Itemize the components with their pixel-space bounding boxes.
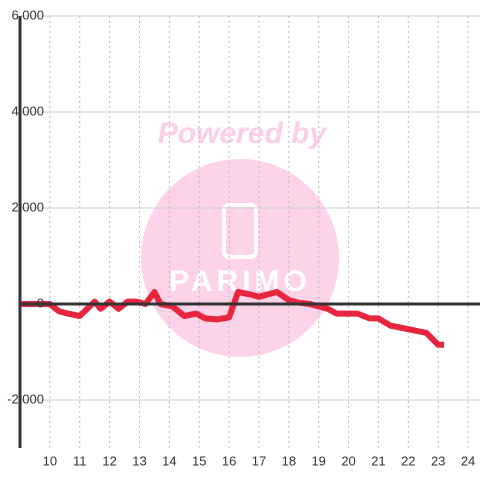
x-tick-label: 16 — [222, 453, 236, 468]
watermark-logo-icon — [222, 203, 258, 259]
x-tick-label: 18 — [282, 453, 296, 468]
y-tick-label: 2,000 — [11, 199, 44, 214]
watermark-text: Powered by — [158, 117, 328, 150]
x-tick-label: 24 — [461, 453, 475, 468]
x-tick-label: 17 — [252, 453, 266, 468]
y-tick-label: 4,000 — [11, 103, 44, 118]
x-tick-label: 10 — [43, 453, 57, 468]
x-tick-label: 19 — [311, 453, 325, 468]
x-tick-label: 23 — [431, 453, 445, 468]
x-tick-label: 13 — [132, 453, 146, 468]
y-tick-label: -2,000 — [7, 391, 44, 406]
x-tick-label: 11 — [73, 453, 87, 468]
x-tick-label: 12 — [102, 453, 116, 468]
x-tick-label: 14 — [162, 453, 176, 468]
x-tick-label: 15 — [192, 453, 206, 468]
x-tick-label: 22 — [401, 453, 415, 468]
y-tick-label: 6,000 — [11, 7, 44, 22]
x-tick-label: 20 — [341, 453, 355, 468]
x-tick-label: 21 — [371, 453, 385, 468]
